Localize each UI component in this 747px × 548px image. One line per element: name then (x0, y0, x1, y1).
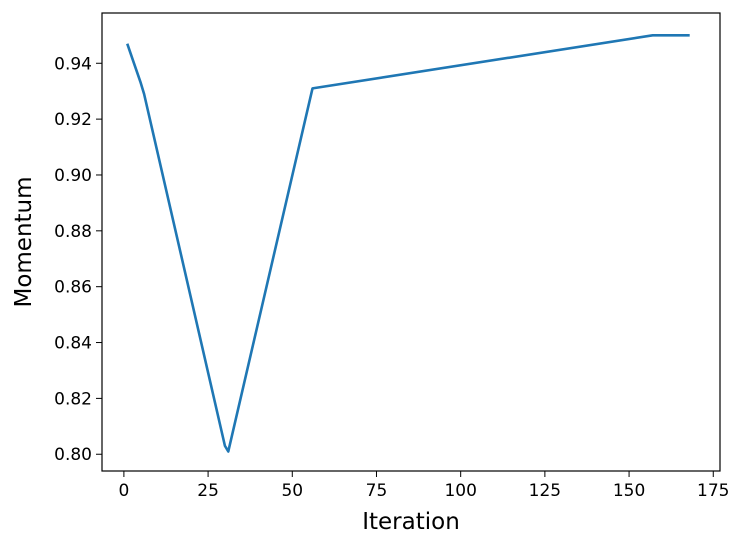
x-axis-ticks: 0 25 50 75 100 125 150 175 (118, 471, 729, 501)
x-tick-label: 75 (366, 481, 388, 501)
plot-area (101, 12, 721, 472)
x-tick-label: 125 (529, 481, 561, 501)
x-tick-label: 150 (613, 481, 645, 501)
y-tick-label: 0.90 (54, 166, 92, 186)
x-axis-label: Iteration (362, 509, 460, 535)
y-tick-label: 0.92 (54, 110, 92, 130)
x-tick-label: 50 (281, 481, 303, 501)
series-line-0 (126, 34, 690, 453)
axes-frame (101, 12, 721, 472)
x-tick-label: 175 (697, 481, 729, 501)
y-tick-label: 0.94 (54, 54, 92, 74)
x-tick-label: 100 (444, 481, 476, 501)
y-axis-label: Momentum (11, 176, 37, 307)
x-tick-label: 0 (118, 481, 129, 501)
y-tick-label: 0.80 (54, 445, 92, 465)
x-tick-label: 25 (197, 481, 219, 501)
y-tick-label: 0.84 (54, 334, 92, 354)
y-tick-label: 0.88 (54, 222, 92, 242)
y-axis-ticks: 0.80 0.82 0.84 0.86 0.88 0.90 0.92 0.94 (54, 54, 102, 465)
y-tick-label: 0.82 (54, 389, 92, 409)
y-tick-label: 0.86 (54, 278, 92, 298)
series-layer (126, 34, 690, 453)
